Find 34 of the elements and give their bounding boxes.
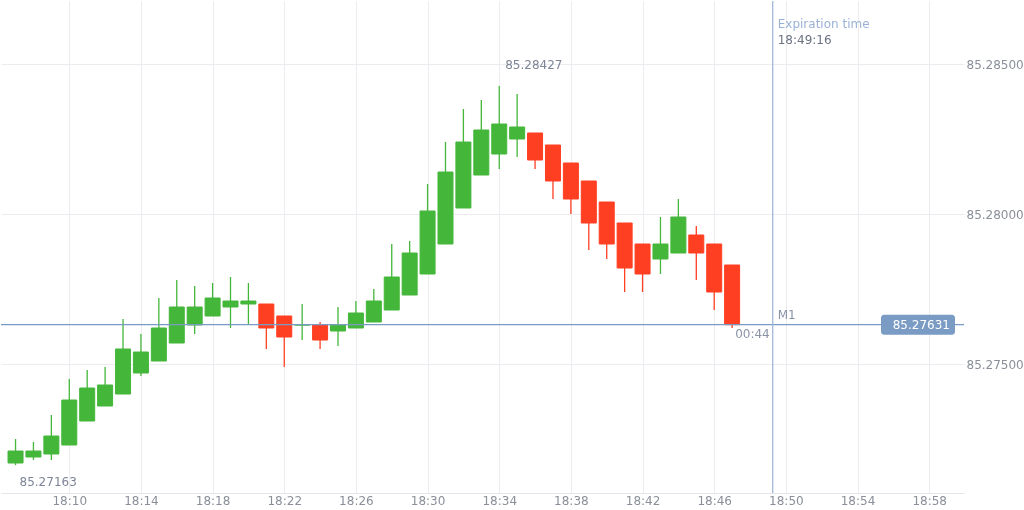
annotation: 00:44: [735, 326, 770, 341]
candlestick: [312, 321, 329, 350]
y-tick-label: 85.28500: [966, 57, 1024, 72]
y-tick-label: 85.27500: [966, 357, 1024, 372]
candlestick: [258, 303, 275, 350]
candlestick: [132, 333, 149, 377]
x-tick-label: 18:14: [124, 493, 159, 508]
candlestick: [365, 288, 382, 323]
y-tick-label: 85.28000: [966, 207, 1024, 222]
candlestick: [276, 315, 293, 368]
x-tick-label: 18:10: [52, 493, 88, 508]
ref-line-label: Expiration time: [777, 17, 870, 31]
x-tick-label: 18:18: [195, 493, 231, 508]
candlestick: [97, 366, 114, 407]
x-tick-label: 18:42: [625, 493, 661, 508]
candlestick: [509, 93, 526, 158]
x-tick-label: 18:46: [697, 493, 733, 508]
ref-line-label: 85.27631: [892, 317, 950, 332]
x-tick-label: 18:38: [554, 493, 589, 508]
x-tick-label: 18:34: [482, 493, 518, 508]
candlestick: [347, 300, 364, 329]
x-tick-label: 18:26: [339, 493, 374, 508]
x-tick-label: 18:54: [840, 493, 876, 508]
candlestick: [330, 306, 346, 347]
annotation: M1: [777, 307, 796, 322]
x-tick-label: 18:22: [267, 493, 303, 508]
annotation: 18:49:16: [777, 33, 832, 47]
x-tick-label: 18:30: [410, 493, 446, 508]
candlestick: [688, 225, 705, 281]
x-tick-label: 18:50: [769, 493, 804, 508]
annotation: 85.28427: [505, 57, 563, 72]
x-tick-label: 18:58: [912, 493, 947, 508]
candlestick: [294, 303, 311, 341]
annotation: 85.27163: [19, 475, 77, 490]
